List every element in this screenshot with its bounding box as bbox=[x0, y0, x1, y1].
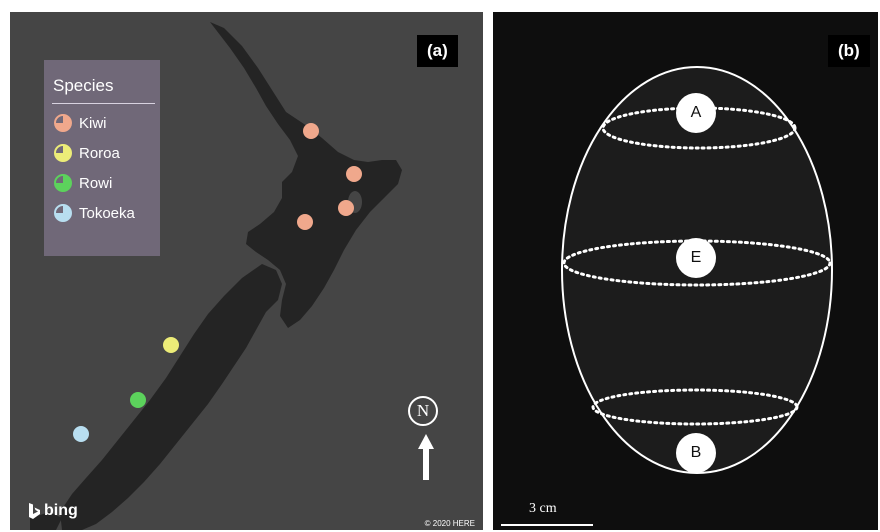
section-b-ellipse bbox=[591, 388, 799, 426]
map-marker-kiwi[interactable] bbox=[338, 200, 354, 216]
section-label-a: A bbox=[676, 93, 716, 133]
map-marker-tokoeka[interactable] bbox=[73, 426, 89, 442]
legend-title: Species bbox=[53, 76, 114, 95]
map-legend: Species Kiwi Roroa Rowi bbox=[44, 60, 160, 256]
scale-label: 3 cm bbox=[529, 501, 557, 516]
north-arrow-icon bbox=[418, 434, 434, 480]
legend-label: Tokoeka bbox=[79, 204, 135, 222]
pie-icon bbox=[54, 204, 72, 222]
legend-label: Roroa bbox=[79, 144, 120, 162]
north-island bbox=[210, 22, 402, 328]
pie-icon bbox=[54, 144, 72, 162]
legend-divider bbox=[52, 103, 155, 104]
bing-icon bbox=[29, 503, 40, 519]
egg-panel: (b) A E B 3 cm bbox=[493, 12, 878, 530]
bing-logo: bing bbox=[27, 502, 78, 520]
map-marker-roroa[interactable] bbox=[163, 337, 179, 353]
legend-item-roroa[interactable]: Roroa bbox=[53, 142, 120, 164]
pie-icon bbox=[54, 174, 72, 192]
legend-item-kiwi[interactable]: Kiwi bbox=[53, 112, 107, 134]
legend-item-rowi[interactable]: Rowi bbox=[53, 172, 112, 194]
legend-label: Kiwi bbox=[79, 114, 107, 132]
legend-label: Rowi bbox=[79, 174, 113, 192]
scale-bar bbox=[501, 524, 593, 526]
section-label-e: E bbox=[676, 238, 716, 278]
map-marker-kiwi[interactable] bbox=[297, 214, 313, 230]
panel-a-label: (a) bbox=[417, 35, 458, 67]
panel-b-label: (b) bbox=[828, 35, 870, 67]
map-marker-kiwi[interactable] bbox=[346, 166, 362, 182]
pie-icon bbox=[54, 114, 72, 132]
legend-item-tokoeka[interactable]: Tokoeka bbox=[53, 202, 135, 224]
map-marker-rowi[interactable] bbox=[130, 392, 146, 408]
map-marker-kiwi[interactable] bbox=[303, 123, 319, 139]
north-indicator: N bbox=[408, 396, 438, 426]
stewart-island bbox=[30, 512, 62, 530]
map-copyright: © 2020 HERE bbox=[424, 519, 475, 528]
bing-wordmark: bing bbox=[44, 502, 78, 519]
map-panel: (a) Species Kiwi Roroa Rowi bbox=[10, 12, 483, 530]
section-label-b: B bbox=[676, 433, 716, 473]
map-canvas bbox=[30, 22, 434, 530]
south-island bbox=[60, 264, 282, 530]
